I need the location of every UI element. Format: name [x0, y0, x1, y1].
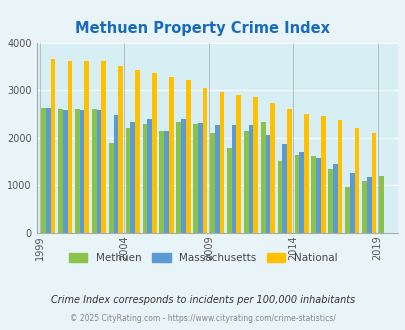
Text: © 2025 CityRating.com - https://www.cityrating.com/crime-statistics/: © 2025 CityRating.com - https://www.city…: [70, 314, 335, 323]
Bar: [328, 169, 332, 233]
Bar: [270, 103, 274, 233]
Bar: [181, 119, 185, 233]
Bar: [51, 59, 55, 233]
Bar: [253, 96, 258, 233]
Bar: [96, 110, 101, 233]
Bar: [202, 88, 207, 233]
Bar: [46, 108, 51, 233]
Bar: [337, 120, 342, 233]
Bar: [147, 119, 151, 233]
Bar: [332, 164, 337, 233]
Bar: [193, 124, 198, 233]
Bar: [294, 155, 298, 233]
Bar: [151, 73, 156, 233]
Bar: [84, 61, 89, 233]
Bar: [282, 145, 286, 233]
Bar: [164, 131, 168, 233]
Bar: [243, 131, 248, 233]
Bar: [371, 133, 375, 233]
Bar: [248, 125, 253, 233]
Bar: [210, 133, 214, 233]
Bar: [118, 66, 123, 233]
Bar: [349, 173, 354, 233]
Bar: [366, 177, 371, 233]
Bar: [68, 61, 72, 233]
Bar: [75, 109, 79, 233]
Bar: [41, 108, 46, 233]
Bar: [260, 122, 265, 233]
Bar: [159, 131, 164, 233]
Legend: Methuen, Massachusetts, National: Methuen, Massachusetts, National: [64, 249, 341, 267]
Bar: [303, 114, 308, 233]
Bar: [58, 109, 63, 233]
Bar: [298, 152, 303, 233]
Bar: [101, 61, 106, 233]
Bar: [315, 158, 320, 233]
Bar: [63, 110, 68, 233]
Bar: [198, 123, 202, 233]
Bar: [219, 92, 224, 233]
Bar: [320, 116, 325, 233]
Bar: [236, 95, 241, 233]
Bar: [109, 144, 113, 233]
Text: Crime Index corresponds to incidents per 100,000 inhabitants: Crime Index corresponds to incidents per…: [51, 295, 354, 305]
Bar: [176, 122, 181, 233]
Text: Methuen Property Crime Index: Methuen Property Crime Index: [75, 21, 330, 36]
Bar: [231, 125, 236, 233]
Bar: [126, 128, 130, 233]
Bar: [142, 124, 147, 233]
Bar: [79, 110, 84, 233]
Bar: [113, 115, 118, 233]
Bar: [168, 77, 173, 233]
Bar: [311, 156, 315, 233]
Bar: [135, 70, 140, 233]
Bar: [130, 122, 135, 233]
Bar: [92, 109, 96, 233]
Bar: [361, 181, 366, 233]
Bar: [277, 161, 282, 233]
Bar: [378, 176, 383, 233]
Bar: [344, 187, 349, 233]
Bar: [354, 128, 358, 233]
Bar: [214, 125, 219, 233]
Bar: [265, 135, 270, 233]
Bar: [286, 109, 291, 233]
Bar: [226, 148, 231, 233]
Bar: [185, 80, 190, 233]
